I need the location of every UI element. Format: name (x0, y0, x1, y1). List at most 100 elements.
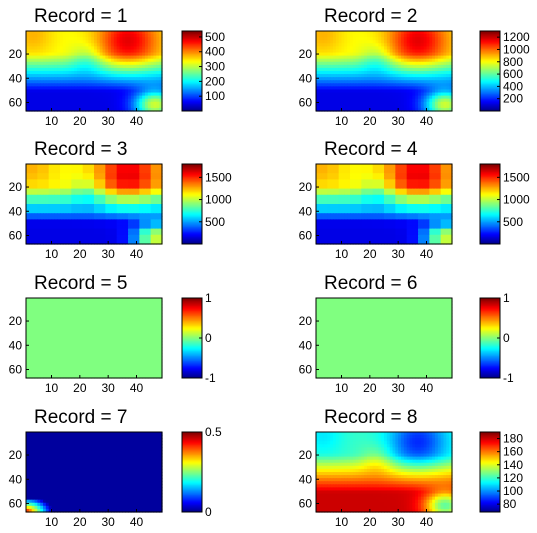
heatmap-cell (122, 83, 126, 87)
heatmap-cell (102, 219, 106, 224)
heatmap-cell (113, 176, 118, 180)
heatmap-cell (398, 185, 402, 190)
heatmap-cell (316, 164, 320, 168)
heatmap-cell (335, 34, 340, 38)
heatmap-cell (395, 210, 399, 214)
heatmap-cell (31, 240, 36, 245)
heatmap-cell (386, 43, 391, 47)
heatmap-cell (71, 225, 75, 230)
heatmap-cell (341, 92, 345, 97)
heatmap-cell (338, 173, 343, 177)
heatmap-cell (122, 61, 126, 66)
heatmap-cell (350, 225, 354, 230)
heatmap-cell (102, 71, 106, 75)
heatmap-cell (159, 89, 163, 94)
heatmap-cell (432, 95, 436, 100)
heatmap-cell (147, 188, 152, 193)
heatmap-cell (378, 86, 382, 91)
heatmap-cell (26, 167, 30, 171)
heatmap-cell (57, 55, 61, 60)
heatmap-cell (60, 185, 64, 190)
heatmap-cell (96, 207, 101, 211)
heatmap-cell (102, 185, 106, 190)
heatmap-cell (142, 173, 146, 177)
heatmap-cell (432, 200, 436, 205)
heatmap-cell (116, 58, 121, 63)
heatmap-cell (318, 61, 323, 66)
colorbar-segment (182, 186, 202, 189)
heatmap-cell (150, 89, 155, 94)
heatmap-cell (440, 204, 445, 208)
heatmap-cell (415, 37, 419, 41)
colorbar-segment (182, 211, 202, 214)
heatmap-cell (31, 58, 36, 63)
heatmap-cell (449, 200, 453, 205)
heatmap-cell (372, 200, 377, 205)
heatmap-cell (113, 101, 118, 106)
colorbar-segment (480, 66, 500, 68)
heatmap-cell (333, 64, 337, 69)
heatmap-cell (423, 179, 428, 184)
heatmap-cell (375, 188, 379, 193)
heatmap-cell (420, 61, 425, 66)
heatmap-cell (446, 176, 450, 180)
heatmap-cell (372, 92, 377, 97)
heatmap-cell (74, 77, 78, 81)
heatmap-cell (327, 185, 331, 190)
heatmap-cell (145, 219, 149, 224)
heatmap-cell (156, 197, 160, 202)
heatmap-cell (378, 67, 382, 72)
heatmap-cell (26, 240, 30, 245)
heatmap-cell (79, 216, 84, 220)
heatmap-cell (153, 182, 157, 187)
heatmap-cell (327, 194, 331, 199)
heatmap-cell (82, 83, 87, 87)
heatmap-cell (85, 194, 89, 199)
heatmap-cell (71, 219, 75, 224)
heatmap-cell (88, 194, 92, 199)
heatmap-cell (432, 164, 436, 168)
heatmap-cell (147, 89, 152, 94)
heatmap-cell (409, 219, 413, 224)
colorbar-segment (182, 231, 202, 234)
heatmap-cell (71, 49, 75, 54)
heatmap-cell (125, 182, 129, 187)
heatmap-cell (113, 228, 118, 233)
colorbar-segment (182, 72, 202, 74)
heatmap-cell (94, 204, 98, 208)
heatmap-cell (446, 89, 450, 94)
heatmap-cell (361, 185, 365, 190)
heatmap-cell (350, 67, 354, 72)
heatmap-cell (94, 89, 98, 94)
heatmap-cell (415, 210, 419, 214)
heatmap-cell (142, 200, 146, 205)
heatmap-cell (352, 173, 357, 177)
heatmap-cell (37, 222, 41, 227)
heatmap-cell (142, 188, 146, 193)
heatmap-cell (71, 197, 75, 202)
heatmap-cell (102, 40, 106, 44)
heatmap-cell (62, 194, 67, 199)
heatmap-cell (139, 89, 143, 94)
heatmap-cell (105, 55, 109, 60)
heatmap-cell (26, 194, 30, 199)
heatmap-cell (361, 80, 365, 84)
heatmap-cell (384, 164, 388, 168)
heatmap-cell (65, 34, 70, 38)
heatmap-cell (54, 64, 58, 69)
heatmap-cell (60, 225, 64, 230)
heatmap-cell (130, 43, 135, 47)
heatmap-cell (429, 219, 433, 224)
heatmap-cell (128, 237, 132, 242)
heatmap-cell (79, 228, 84, 233)
heatmap-cell (65, 43, 70, 47)
heatmap-cell (367, 58, 371, 63)
heatmap-cell (321, 74, 326, 78)
heatmap-cell (369, 222, 374, 227)
heatmap-cell (54, 74, 58, 78)
heatmap-cell (28, 64, 33, 69)
heatmap-cell (435, 98, 439, 103)
colorbar-segment (182, 39, 202, 42)
heatmap-cell (26, 176, 30, 180)
heatmap-cell (364, 95, 368, 100)
